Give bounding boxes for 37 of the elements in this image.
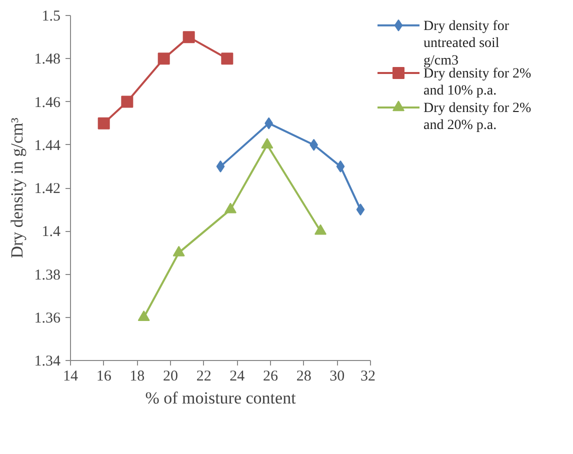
x-tick-label: 22 <box>196 368 212 384</box>
point <box>172 246 185 256</box>
y-tick-label: 1.36 <box>34 310 61 326</box>
x-tick-label: 20 <box>163 368 178 384</box>
point <box>336 160 345 172</box>
point <box>356 204 365 216</box>
point <box>216 160 225 172</box>
legend-label: Dry density for untreated soil g/cm3 <box>424 18 510 68</box>
y-tick-label: 1.46 <box>34 94 61 111</box>
x-tick-label: 24 <box>230 368 246 384</box>
x-tick-label: 32 <box>360 368 376 384</box>
x-tick-label: 18 <box>130 368 145 384</box>
x-tick-label: 28 <box>296 368 312 384</box>
y-tick-label: 1.34 <box>34 354 61 370</box>
point <box>98 117 110 130</box>
point <box>261 138 274 149</box>
point <box>221 52 234 65</box>
y-tick-label: 1.48 <box>34 52 60 68</box>
y-axis-title: Dry density in g/cm³ <box>7 118 26 258</box>
point <box>224 202 236 214</box>
x-axis-title: % of moisture content <box>145 388 296 408</box>
point <box>314 224 326 235</box>
point <box>158 52 170 65</box>
x-tick-label: 14 <box>63 368 78 384</box>
x-tick-label: 16 <box>96 368 112 384</box>
x-tick-label: 30 <box>330 368 345 384</box>
y-tick-label: 1.44 <box>34 138 61 154</box>
x-tick-label: 26 <box>263 368 278 384</box>
legend-label: Dry density for 2% and 10% p.a. <box>424 66 532 99</box>
point <box>138 310 150 322</box>
y-tick-label: 1.5 <box>42 8 60 24</box>
legend-label: Dry density for 2% and 20% p.a. <box>424 100 532 134</box>
y-tick-label: 1.4 <box>42 224 61 240</box>
y-tick-label: 1.42 <box>34 181 60 197</box>
y-tick-label: 1.38 <box>34 267 60 284</box>
point <box>121 96 134 108</box>
point <box>182 31 195 44</box>
